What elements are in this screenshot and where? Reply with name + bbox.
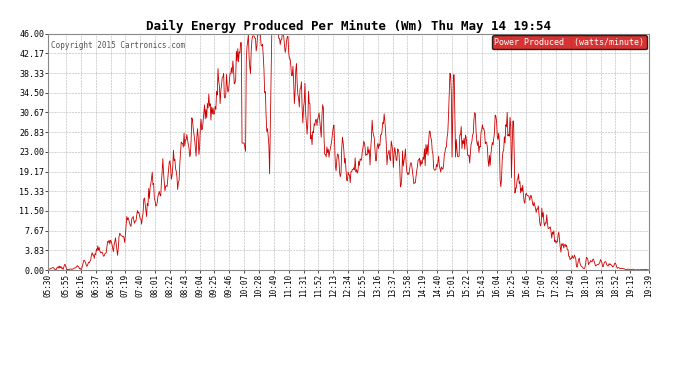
Title: Daily Energy Produced Per Minute (Wm) Thu May 14 19:54: Daily Energy Produced Per Minute (Wm) Th… <box>146 20 551 33</box>
Text: Copyright 2015 Cartronics.com: Copyright 2015 Cartronics.com <box>51 41 186 50</box>
Legend: Power Produced  (watts/minute): Power Produced (watts/minute) <box>492 35 647 50</box>
